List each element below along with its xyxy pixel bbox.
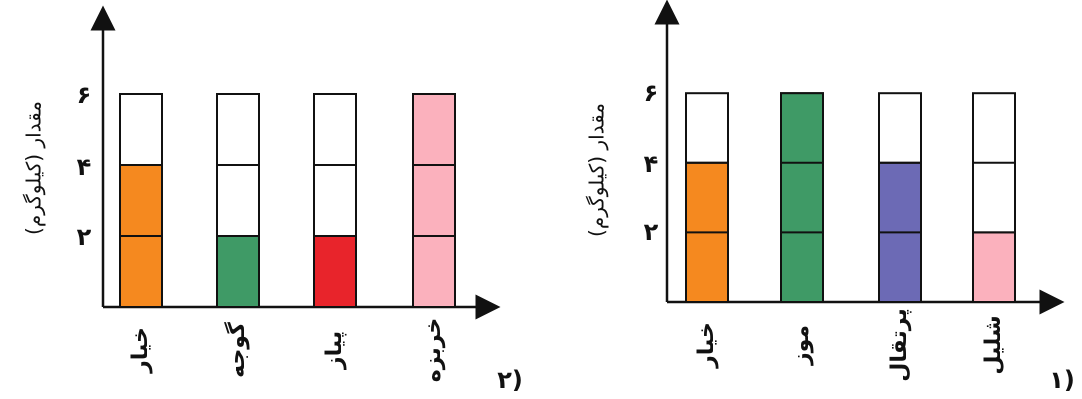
y-tick-label: ۴ <box>644 150 659 178</box>
y-axis-title: مقدار (کیلوگرم) <box>22 101 46 235</box>
panel-label: ۲) <box>497 366 523 394</box>
category-label: خیار <box>694 322 719 369</box>
y-tick-label: ۲ <box>644 218 659 246</box>
chart-panel-1: مقدار (کیلوگرم) ۲ ۴ ۶ خیار موز پرتقال شل… <box>585 0 1075 394</box>
category-label: پیاز <box>322 331 347 370</box>
bar-group <box>685 92 1016 303</box>
y-tick-labels: ۲ ۴ ۶ <box>77 81 92 251</box>
category-label: موز <box>789 325 814 366</box>
category-labels: خیار گوجه پیاز خربزه <box>128 318 446 382</box>
y-tick-label: ۶ <box>77 81 92 109</box>
y-tick-labels: ۲ ۴ ۶ <box>644 79 659 246</box>
bar-group <box>119 93 456 308</box>
category-label: پرتقال <box>887 308 912 381</box>
category-label: خیار <box>128 327 153 374</box>
bar <box>313 235 357 308</box>
category-label: گوجه <box>223 322 250 378</box>
y-tick-label: ۶ <box>644 79 659 107</box>
bar <box>972 231 1016 303</box>
panel-label: ۱) <box>1049 366 1075 394</box>
y-axis-title: مقدار (کیلوگرم) <box>585 103 609 237</box>
bar <box>216 235 260 308</box>
category-label: خربزه <box>421 318 446 382</box>
y-tick-label: ۴ <box>77 153 92 181</box>
category-labels: خیار موز پرتقال شلیل <box>694 308 1006 381</box>
bar <box>412 93 456 308</box>
chart-panel-2: مقدار (کیلوگرم) ۲ ۴ ۶ خیار گوجه پیاز خرب… <box>22 5 523 394</box>
category-label: شلیل <box>981 315 1006 374</box>
bar <box>780 92 824 303</box>
y-tick-label: ۲ <box>77 223 92 251</box>
